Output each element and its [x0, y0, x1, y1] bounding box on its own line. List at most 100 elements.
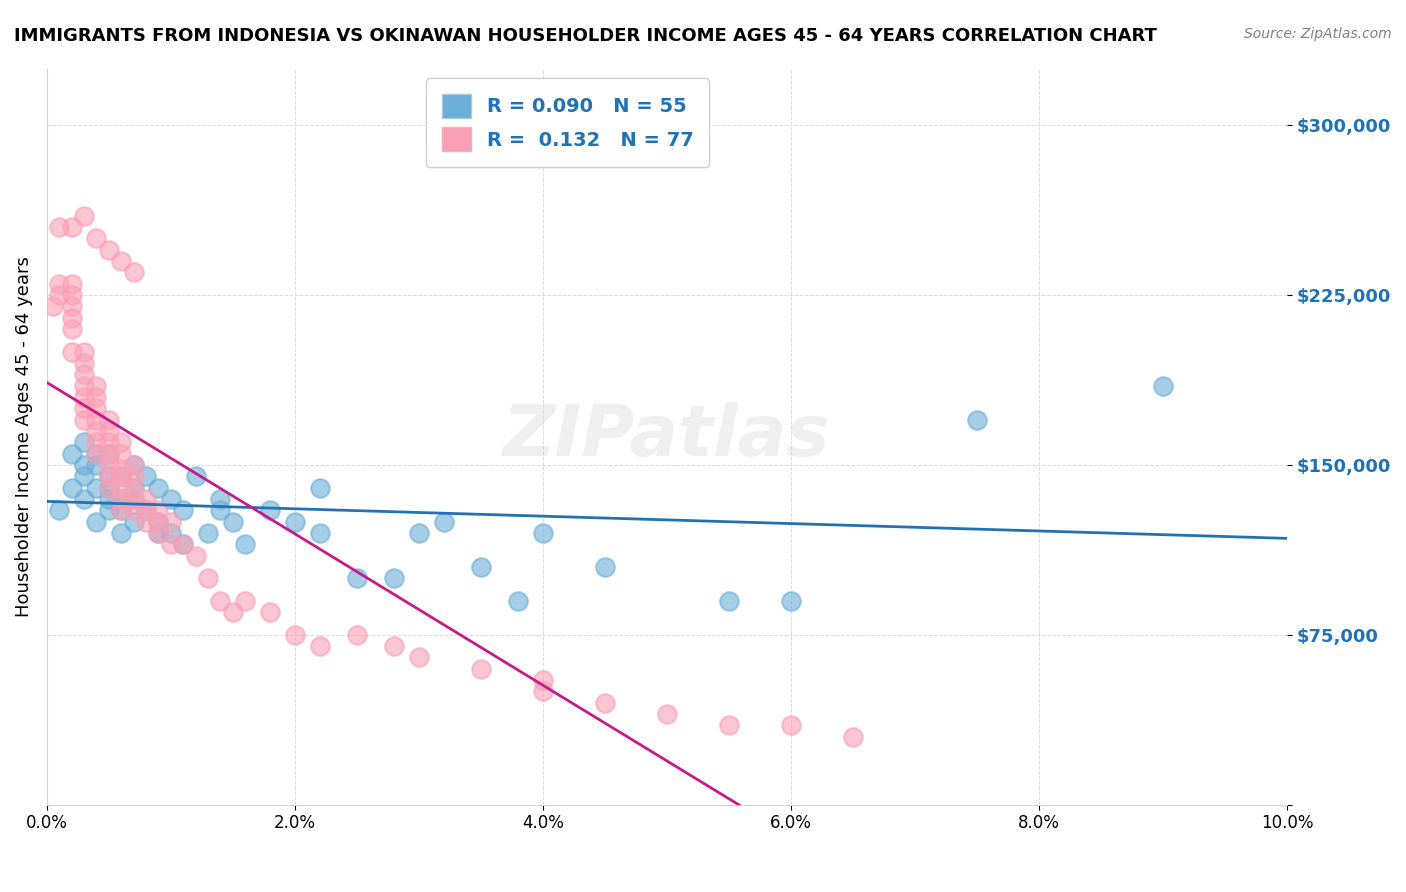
- Point: [86, 231, 108, 245]
- Point: [122, 481, 145, 495]
- Point: [148, 503, 170, 517]
- Point: [122, 481, 145, 495]
- Point: [259, 605, 281, 619]
- Point: [172, 503, 194, 517]
- Point: [97, 481, 120, 495]
- Point: [122, 503, 145, 517]
- Point: [110, 435, 132, 450]
- Point: [73, 356, 96, 370]
- Point: [209, 503, 232, 517]
- Point: [655, 707, 678, 722]
- Point: [966, 412, 988, 426]
- Point: [110, 447, 132, 461]
- Point: [148, 481, 170, 495]
- Point: [48, 220, 70, 235]
- Point: [48, 288, 70, 302]
- Point: [86, 424, 108, 438]
- Point: [73, 390, 96, 404]
- Point: [259, 503, 281, 517]
- Point: [110, 481, 132, 495]
- Point: [122, 469, 145, 483]
- Point: [73, 401, 96, 416]
- Point: [209, 594, 232, 608]
- Point: [122, 458, 145, 472]
- Point: [86, 481, 108, 495]
- Point: [717, 718, 740, 732]
- Point: [60, 220, 83, 235]
- Point: [110, 503, 132, 517]
- Point: [135, 491, 157, 506]
- Point: [233, 537, 256, 551]
- Point: [197, 571, 219, 585]
- Point: [780, 594, 803, 608]
- Point: [110, 254, 132, 268]
- Point: [97, 503, 120, 517]
- Point: [184, 549, 207, 563]
- Point: [593, 559, 616, 574]
- Point: [86, 390, 108, 404]
- Point: [531, 684, 554, 698]
- Point: [60, 277, 83, 291]
- Point: [284, 628, 307, 642]
- Point: [122, 491, 145, 506]
- Point: [73, 209, 96, 223]
- Point: [97, 469, 120, 483]
- Point: [110, 469, 132, 483]
- Point: [172, 537, 194, 551]
- Point: [197, 525, 219, 540]
- Point: [97, 435, 120, 450]
- Point: [110, 491, 132, 506]
- Point: [172, 537, 194, 551]
- Point: [97, 481, 120, 495]
- Point: [506, 594, 529, 608]
- Point: [60, 481, 83, 495]
- Point: [160, 525, 183, 540]
- Point: [73, 378, 96, 392]
- Point: [233, 594, 256, 608]
- Text: ZIPatlas: ZIPatlas: [503, 402, 831, 471]
- Point: [86, 378, 108, 392]
- Point: [97, 469, 120, 483]
- Point: [780, 718, 803, 732]
- Point: [470, 662, 492, 676]
- Point: [60, 344, 83, 359]
- Point: [470, 559, 492, 574]
- Point: [209, 491, 232, 506]
- Point: [135, 503, 157, 517]
- Point: [122, 491, 145, 506]
- Point: [110, 462, 132, 476]
- Point: [110, 469, 132, 483]
- Point: [60, 288, 83, 302]
- Point: [160, 491, 183, 506]
- Point: [97, 424, 120, 438]
- Point: [308, 481, 330, 495]
- Text: IMMIGRANTS FROM INDONESIA VS OKINAWAN HOUSEHOLDER INCOME AGES 45 - 64 YEARS CORR: IMMIGRANTS FROM INDONESIA VS OKINAWAN HO…: [14, 27, 1157, 45]
- Point: [97, 447, 120, 461]
- Point: [148, 525, 170, 540]
- Point: [148, 515, 170, 529]
- Point: [110, 503, 132, 517]
- Point: [135, 503, 157, 517]
- Legend: R = 0.090   N = 55, R =  0.132   N = 77: R = 0.090 N = 55, R = 0.132 N = 77: [426, 78, 709, 167]
- Point: [97, 412, 120, 426]
- Point: [408, 525, 430, 540]
- Point: [60, 447, 83, 461]
- Point: [382, 639, 405, 653]
- Point: [86, 458, 108, 472]
- Point: [531, 673, 554, 687]
- Point: [73, 458, 96, 472]
- Point: [73, 344, 96, 359]
- Point: [184, 469, 207, 483]
- Point: [97, 447, 120, 461]
- Point: [73, 469, 96, 483]
- Point: [308, 525, 330, 540]
- Point: [86, 447, 108, 461]
- Point: [73, 368, 96, 382]
- Y-axis label: Householder Income Ages 45 - 64 years: Householder Income Ages 45 - 64 years: [15, 256, 32, 617]
- Text: Source: ZipAtlas.com: Source: ZipAtlas.com: [1244, 27, 1392, 41]
- Point: [148, 515, 170, 529]
- Point: [73, 435, 96, 450]
- Point: [222, 605, 245, 619]
- Point: [1152, 378, 1174, 392]
- Point: [110, 525, 132, 540]
